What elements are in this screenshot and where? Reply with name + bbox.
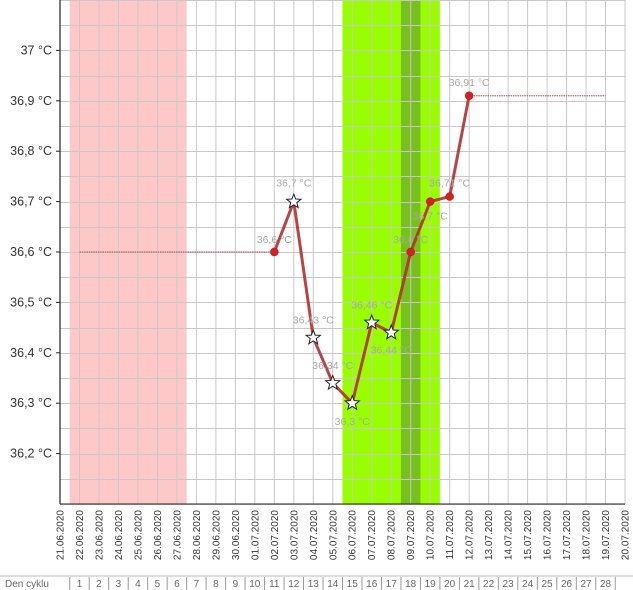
cycle-day-label: 25 bbox=[542, 579, 554, 590]
data-label: 36,3 °C bbox=[335, 416, 371, 428]
x-tick-label: 10.07.2020 bbox=[426, 510, 437, 560]
x-tick-label: 24.06.2020 bbox=[114, 510, 125, 560]
data-label: 36,34 °C bbox=[312, 360, 353, 372]
cycle-day-label: 18 bbox=[405, 579, 417, 590]
cycle-day-label: 3 bbox=[116, 579, 122, 590]
cycle-day-label: 28 bbox=[600, 579, 612, 590]
data-label: 36,6 °C bbox=[393, 234, 429, 246]
y-tick-label: 36,4 °C bbox=[10, 346, 52, 360]
x-tick-layer: 21.06.2020 22.06.2020 23.06.2020 24.06.2020… bbox=[56, 510, 632, 560]
cycle-day-label: 7 bbox=[194, 579, 200, 590]
data-point-dot bbox=[425, 197, 435, 206]
x-tick-label: 28.06.2020 bbox=[192, 510, 203, 560]
data-point-star bbox=[285, 192, 303, 209]
cycle-day-label: 17 bbox=[386, 579, 398, 590]
x-tick-label: 29.06.2020 bbox=[211, 510, 222, 560]
cycle-day-label: 14 bbox=[327, 579, 339, 590]
cycle-row-label: Den cyklu bbox=[5, 579, 49, 590]
x-tick-label: 30.06.2020 bbox=[231, 510, 242, 560]
cycle-day-label: 12 bbox=[288, 579, 300, 590]
y-tick-label: 37 °C bbox=[21, 43, 52, 57]
x-tick-label: 14.07.2020 bbox=[504, 510, 515, 560]
data-point-dot bbox=[406, 247, 415, 257]
cycle-row: Den cyklu 1 2 3 4 5 6 7 8 9 10 11 12 13 14 15 16 17 18 19 2… bbox=[0, 575, 633, 590]
cycle-day-label: 24 bbox=[522, 579, 534, 590]
data-point-dot bbox=[445, 192, 454, 201]
x-tick-label: 06.07.2020 bbox=[348, 510, 359, 560]
data-point-dot bbox=[464, 91, 474, 101]
cycle-day-label: 4 bbox=[135, 579, 141, 590]
x-tick-label: 11.07.2020 bbox=[445, 510, 456, 560]
cycle-day-label: 1 bbox=[77, 579, 83, 590]
x-tick-label: 07.07.2020 bbox=[367, 510, 378, 560]
data-point-star bbox=[304, 328, 322, 345]
cycle-day-label: 26 bbox=[561, 579, 573, 590]
cycle-day-label: 2 bbox=[96, 579, 102, 590]
y-tick-label: 36,3 °C bbox=[10, 396, 52, 410]
x-tick-label: 13.07.2020 bbox=[484, 510, 495, 560]
cycle-day-label: 20 bbox=[444, 579, 456, 590]
y-tick-label: 36,9 °C bbox=[10, 94, 52, 108]
x-tick-label: 22.06.2020 bbox=[75, 510, 86, 560]
cycle-day-label: 11 bbox=[269, 579, 280, 590]
data-point-star bbox=[363, 313, 381, 330]
data-point-star bbox=[343, 394, 361, 411]
data-point-star bbox=[324, 374, 342, 391]
series-layer bbox=[270, 91, 474, 411]
data-label-layer: 36,6 °C 36,7 °C 36,43 °C 36,34 °C 36,3 °C 36,… bbox=[257, 77, 490, 428]
axes-layer: 36,2 °C 36,3 °C 36,4 °C 36,5 °C 36,6 °C 36,7 … bbox=[10, 0, 625, 505]
x-tick-label: 09.07.2020 bbox=[406, 510, 417, 560]
cycle-day-label: 8 bbox=[213, 579, 219, 590]
x-tick-label: 04.07.2020 bbox=[309, 510, 320, 560]
data-label: 36,44 °C bbox=[371, 345, 412, 357]
x-tick-label: 05.07.2020 bbox=[328, 510, 339, 560]
data-point-dot bbox=[270, 247, 279, 257]
cover-line-layer bbox=[79, 95, 606, 253]
x-tick-label: 18.07.2020 bbox=[582, 510, 593, 560]
x-tick-label: 02.07.2020 bbox=[270, 510, 281, 560]
x-tick-label: 20.07.2020 bbox=[621, 510, 632, 560]
x-tick-label: 23.06.2020 bbox=[94, 510, 105, 560]
cycle-day-label: 19 bbox=[425, 579, 437, 590]
cycle-day-label: 5 bbox=[155, 579, 161, 590]
cycle-day-label: 9 bbox=[233, 579, 239, 590]
x-tick-label: 25.06.2020 bbox=[133, 510, 144, 560]
data-label: 36,43 °C bbox=[293, 315, 334, 327]
x-tick-label: 26.06.2020 bbox=[153, 510, 164, 560]
data-point-star bbox=[382, 323, 400, 340]
x-tick-label: 03.07.2020 bbox=[289, 510, 300, 560]
y-tick-label: 36,5 °C bbox=[10, 295, 52, 309]
x-tick-label: 12.07.2020 bbox=[465, 510, 476, 560]
x-tick-label: 27.06.2020 bbox=[172, 510, 183, 560]
cycle-day-label: 23 bbox=[503, 579, 515, 590]
x-tick-label: 17.07.2020 bbox=[562, 510, 573, 560]
x-tick-label: 08.07.2020 bbox=[387, 510, 398, 560]
data-label: 36,7 °C bbox=[276, 178, 312, 190]
data-label: 36,46 °C bbox=[351, 300, 392, 312]
cycle-day-label: 22 bbox=[483, 579, 495, 590]
cycle-day-label: 21 bbox=[464, 579, 476, 590]
x-tick-label: 19.07.2020 bbox=[601, 510, 612, 560]
cycle-day-label: 10 bbox=[249, 579, 261, 590]
cycle-day-label: 27 bbox=[580, 579, 592, 590]
x-tick-label: 01.07.2020 bbox=[250, 510, 261, 560]
x-tick-label: 16.07.2020 bbox=[543, 510, 554, 560]
y-tick-label: 36,8 °C bbox=[10, 144, 52, 158]
y-tick-label: 36,7 °C bbox=[10, 195, 52, 209]
cycle-day-label: 13 bbox=[308, 579, 320, 590]
x-tick-label: 15.07.2020 bbox=[523, 510, 534, 560]
x-tick-label: 21.06.2020 bbox=[56, 510, 67, 560]
data-label: 36,71 °C bbox=[429, 178, 470, 190]
data-label: 36,7 °C bbox=[413, 211, 449, 223]
data-label: 36,6 °C bbox=[257, 234, 293, 246]
cycle-day-label: 16 bbox=[366, 579, 378, 590]
data-label: 36,91 °C bbox=[449, 77, 490, 89]
y-tick-label: 36,6 °C bbox=[10, 245, 52, 259]
cycle-day-label: 6 bbox=[174, 579, 180, 590]
cycle-day-label: 15 bbox=[347, 579, 359, 590]
y-tick-label: 36,2 °C bbox=[10, 447, 52, 461]
